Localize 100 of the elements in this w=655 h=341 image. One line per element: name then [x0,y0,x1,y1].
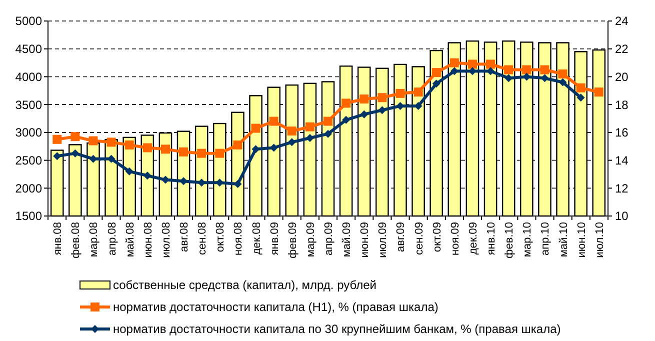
x-tick-label: апр.09 [323,222,335,256]
x-tick-label: июл.08 [160,222,172,258]
point [233,140,242,150]
y-tick-label: 3000 [15,126,42,140]
point [197,148,206,158]
point [161,176,170,184]
point [558,69,568,78]
point [396,88,405,98]
legend-label: норматив достаточности капитала (Н1), % (правая шкала) [113,300,438,314]
point [360,94,369,104]
point [450,67,458,76]
point [88,136,98,146]
point [269,116,278,126]
y-tick-label: 4000 [15,70,42,84]
x-tick-label: янв.09 [268,222,281,256]
point [558,78,567,86]
x-tick-label: мар.08 [88,222,100,258]
y-tick-label: 3500 [15,98,42,112]
x-tick-label: май.10 [558,222,570,258]
point [125,167,134,176]
x-tick-label: фев.10 [504,222,516,258]
y-tick-label: 1500 [15,209,42,224]
x-tick-label: сен.08 [196,222,209,255]
point [324,130,332,138]
x-tick-label: апр.08 [106,222,118,256]
point [53,152,62,160]
point [252,145,260,154]
x-tick-label: янв.08 [52,222,64,256]
y2-tick-label: 18 [615,98,629,112]
x-tick-label: июн.10 [576,222,588,258]
x-tick-label: авг.08 [178,222,191,252]
point [179,147,188,156]
point [360,110,368,118]
point [486,60,496,69]
point [450,58,459,68]
x-tick-label: сен.09 [413,222,426,255]
point [143,172,152,180]
x-tick-label: июн.09 [359,222,372,258]
x-tick-label: май.08 [124,222,136,258]
point [414,88,423,97]
point [576,94,585,102]
point [378,106,386,114]
point [432,68,441,78]
point [486,67,495,76]
y2-tick-label: 10 [615,209,629,224]
x-tick-label: дек.09 [467,222,480,255]
y2-tick-label: 12 [615,181,629,196]
x-tick-label: окт.09 [431,222,444,252]
point [251,124,260,133]
point [71,149,80,158]
point [234,180,242,188]
point [342,98,351,108]
x-tick-label: июн.08 [142,222,154,258]
x-tick-label: апр.10 [540,222,552,256]
point [594,88,604,97]
point [288,138,296,146]
y2-tick-label: 16 [615,126,629,140]
x-tick-label: мар.09 [304,222,317,258]
x-tick-label: мар.10 [522,222,534,258]
point [432,80,440,88]
y-tick-label: 5000 [15,14,42,28]
point [287,126,296,136]
point [70,132,80,142]
point [378,93,387,102]
y2-tick-label: 20 [615,70,629,84]
x-tick-label: фев.09 [286,222,299,258]
x-tick-label: авг.09 [395,222,408,252]
point [305,122,314,132]
y2-tick-label: 22 [615,42,629,56]
point [215,148,224,158]
x-tick-label: июл.10 [594,222,606,258]
point [522,65,532,74]
point [468,60,477,69]
point [106,138,116,147]
y2-tick-label: 14 [615,153,629,168]
point [160,144,170,154]
point [504,65,514,74]
point [324,116,332,126]
legend-label: собственные средства (капитал), млрд. рублей [113,278,376,292]
point [576,83,586,92]
point [540,65,550,74]
point [124,140,134,150]
x-tick-label: янв.10 [486,222,498,256]
point [540,74,549,82]
x-tick-label: ноя.08 [232,222,245,256]
y-tick-label: 4500 [15,42,42,56]
y-tick-label: 2000 [15,181,42,196]
y2-tick-label: 24 [615,14,629,28]
point [342,116,350,124]
x-tick-label: июл.09 [377,222,390,258]
x-tick-label: ноя.09 [449,222,462,256]
point [52,134,62,144]
point [306,134,314,142]
y-tick-label: 2500 [15,153,42,168]
x-tick-label: окт.08 [214,222,227,252]
x-tick-label: дек.08 [250,222,263,255]
point [142,143,152,152]
x-tick-label: май.09 [341,222,354,258]
point [504,74,513,82]
legend-label: норматив достаточности капитала по 30 крупнейшим банкам, % (правая шкала) [113,322,561,336]
